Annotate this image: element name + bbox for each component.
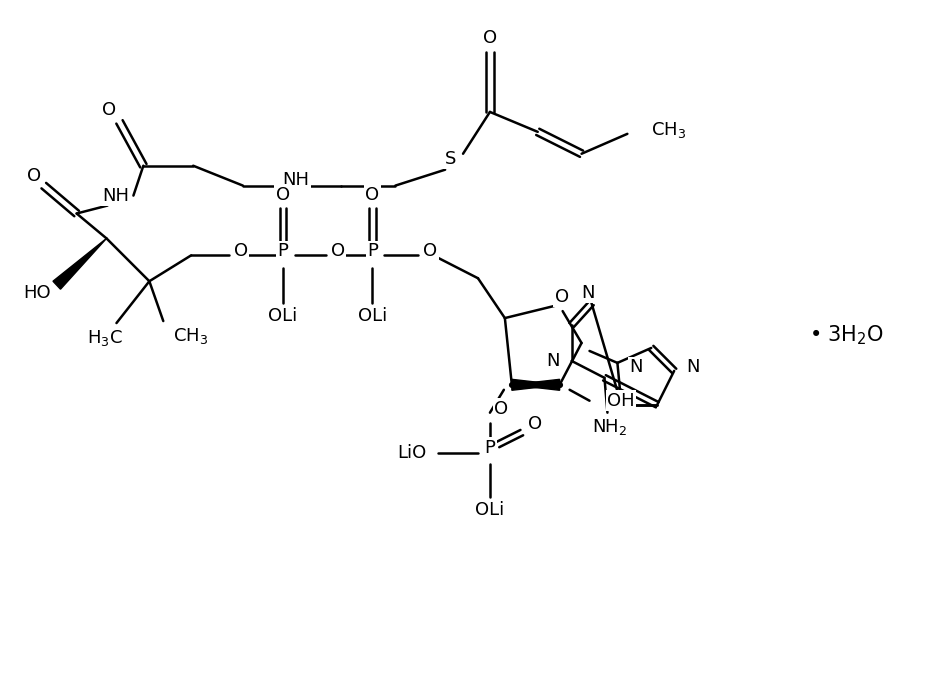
Text: P: P [278, 242, 288, 260]
Text: OLi: OLi [268, 307, 298, 325]
Text: O: O [365, 186, 379, 204]
Polygon shape [512, 380, 559, 390]
Text: OLi: OLi [357, 307, 387, 325]
Text: CH$_3$: CH$_3$ [173, 326, 209, 346]
Polygon shape [512, 380, 559, 390]
Text: O: O [27, 167, 41, 184]
Text: N: N [581, 284, 594, 302]
Text: O: O [276, 186, 290, 204]
Text: HO: HO [23, 284, 50, 302]
Text: O: O [483, 29, 497, 47]
Text: N: N [686, 358, 700, 376]
Text: O: O [555, 288, 569, 306]
Text: N: N [629, 358, 643, 376]
Text: O: O [494, 400, 508, 418]
Text: OH: OH [608, 392, 635, 410]
Text: O: O [102, 101, 117, 119]
Text: P: P [484, 439, 496, 456]
Text: LiO: LiO [397, 444, 427, 462]
Text: O: O [528, 415, 542, 433]
Text: • 3H$_2$O: • 3H$_2$O [809, 323, 884, 347]
Text: O: O [331, 242, 345, 260]
Text: N: N [546, 352, 559, 370]
Text: CH$_3$: CH$_3$ [651, 120, 686, 140]
Text: NH: NH [102, 186, 129, 205]
Text: O: O [423, 242, 437, 260]
Text: NH$_2$: NH$_2$ [592, 417, 627, 437]
Text: NH: NH [283, 171, 309, 188]
Text: P: P [367, 242, 378, 260]
Text: H$_3$C: H$_3$C [86, 328, 122, 348]
Polygon shape [53, 238, 106, 289]
Text: S: S [445, 149, 456, 168]
Text: O: O [234, 242, 248, 260]
Text: OLi: OLi [475, 501, 504, 520]
